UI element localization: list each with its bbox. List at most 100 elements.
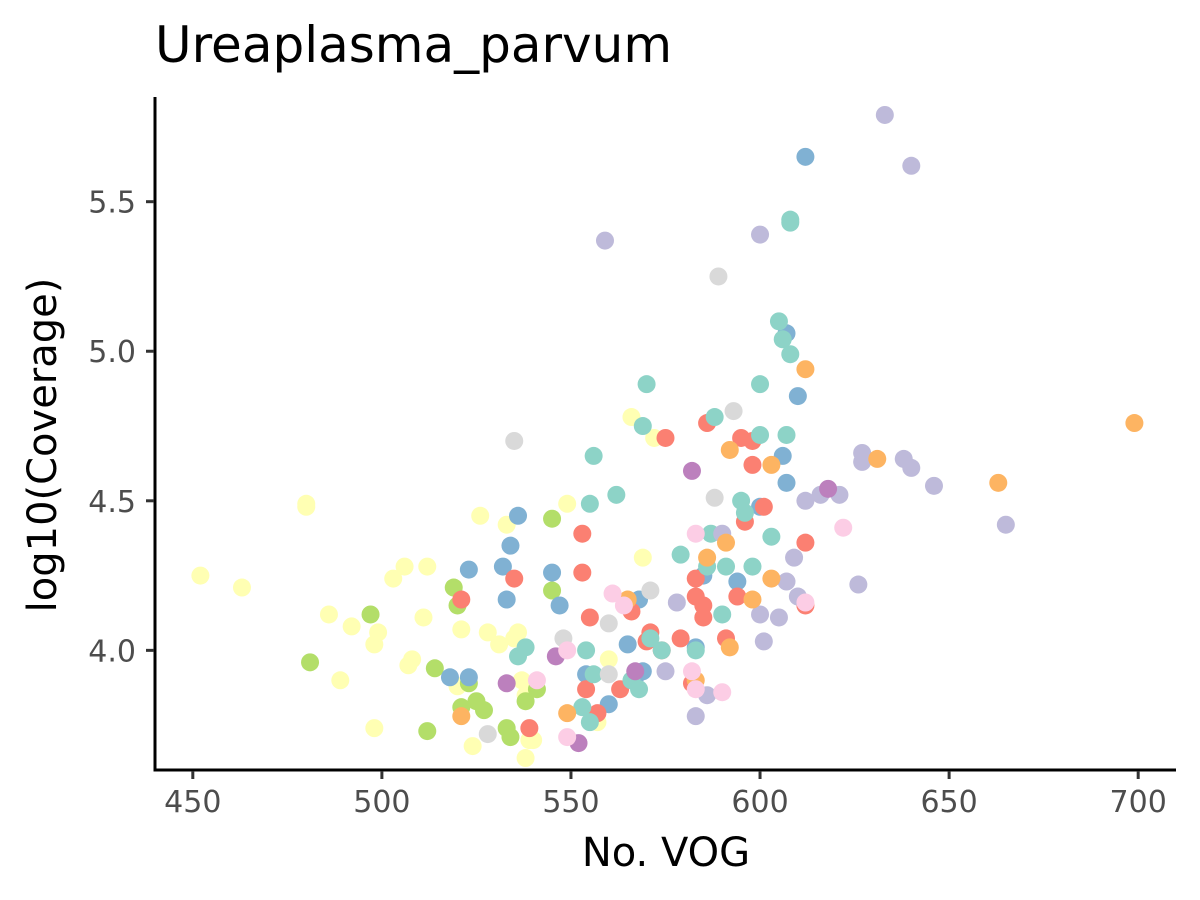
data-point	[720, 638, 739, 657]
data-point	[751, 375, 770, 394]
data-point	[558, 728, 577, 747]
data-point	[633, 417, 652, 436]
data-point	[614, 596, 633, 615]
data-point	[717, 533, 736, 552]
data-point	[713, 605, 732, 624]
data-point	[573, 563, 592, 582]
data-point	[834, 518, 853, 537]
data-point	[686, 707, 705, 726]
data-point	[796, 491, 815, 510]
data-point	[724, 402, 743, 421]
data-point	[607, 485, 626, 504]
data-point	[682, 461, 701, 480]
data-point	[989, 473, 1008, 492]
x-tick-label: 700	[1110, 785, 1167, 820]
data-point	[735, 503, 754, 522]
data-point	[418, 722, 437, 741]
data-point	[694, 596, 713, 615]
point-group	[527, 518, 853, 747]
data-point	[452, 620, 471, 639]
data-point	[573, 524, 592, 543]
data-point	[785, 548, 804, 567]
data-point	[849, 575, 868, 594]
data-point	[853, 443, 872, 462]
y-tick-label: 5.5	[88, 186, 136, 221]
data-point	[686, 569, 705, 588]
data-point	[603, 584, 622, 603]
y-tick-label: 4.5	[88, 485, 136, 520]
data-point	[516, 638, 535, 657]
data-point	[463, 737, 482, 756]
data-point	[573, 698, 592, 717]
data-point	[698, 548, 717, 567]
data-point	[550, 596, 569, 615]
data-point	[682, 662, 701, 681]
data-point	[667, 593, 686, 612]
data-point	[728, 587, 747, 606]
y-tick-label: 5.0	[88, 335, 136, 370]
data-point	[777, 572, 796, 591]
data-point	[452, 590, 471, 609]
data-point	[996, 515, 1015, 534]
data-point	[580, 494, 599, 513]
data-point	[191, 566, 210, 585]
x-axis: 450 500 550 600 650 700	[164, 771, 1167, 820]
data-point	[471, 506, 490, 525]
data-point	[796, 593, 815, 612]
data-point	[599, 665, 618, 684]
data-point	[497, 590, 516, 609]
data-point	[796, 147, 815, 166]
data-point	[543, 563, 562, 582]
data-point	[232, 578, 251, 597]
data-point	[301, 653, 320, 672]
data-point	[618, 635, 637, 654]
data-point	[769, 312, 788, 331]
data-point	[558, 704, 577, 723]
data-point	[626, 662, 645, 681]
data-point	[781, 213, 800, 232]
data-point	[743, 557, 762, 576]
data-point	[924, 476, 943, 495]
data-point	[509, 623, 528, 642]
data-point	[705, 488, 724, 507]
data-point	[478, 623, 497, 642]
data-point	[762, 455, 781, 474]
data-point	[319, 605, 338, 624]
data-point	[558, 494, 577, 513]
data-point	[497, 674, 516, 693]
data-point	[342, 617, 361, 636]
point-group	[497, 461, 838, 753]
data-point	[705, 408, 724, 427]
data-point	[637, 375, 656, 394]
data-point	[297, 497, 316, 516]
data-point	[769, 608, 788, 627]
data-point	[478, 725, 497, 744]
data-point	[543, 581, 562, 600]
data-point	[902, 458, 921, 477]
data-point	[577, 641, 596, 660]
data-point	[777, 425, 796, 444]
data-point	[527, 671, 546, 690]
data-point	[505, 569, 524, 588]
data-point	[709, 267, 728, 286]
data-point	[751, 225, 770, 244]
x-tick-label: 600	[731, 785, 788, 820]
data-point	[717, 557, 736, 576]
data-point	[459, 668, 478, 687]
data-point	[490, 635, 509, 654]
data-point	[781, 345, 800, 364]
data-point	[656, 428, 675, 447]
data-point	[425, 659, 444, 678]
data-point	[686, 524, 705, 543]
data-point	[361, 605, 380, 624]
data-point	[459, 560, 478, 579]
data-point	[505, 431, 524, 450]
data-point	[440, 668, 459, 687]
data-point	[754, 497, 773, 516]
data-point	[773, 330, 792, 349]
data-point	[796, 360, 815, 379]
data-point	[633, 548, 652, 567]
data-point	[1125, 414, 1144, 433]
data-point	[720, 440, 739, 459]
data-point	[414, 608, 433, 627]
